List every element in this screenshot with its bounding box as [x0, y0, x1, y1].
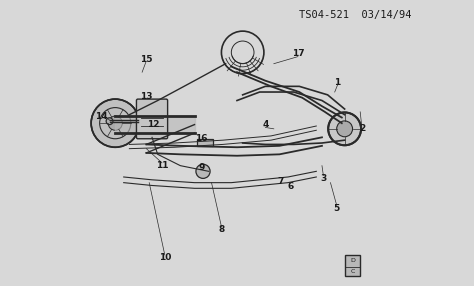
Text: 7: 7 — [278, 177, 284, 186]
Text: 4: 4 — [262, 120, 268, 129]
Text: 2: 2 — [359, 124, 365, 133]
Bar — [345, 255, 360, 276]
Text: 13: 13 — [139, 92, 152, 101]
Text: 11: 11 — [155, 161, 168, 170]
Text: D: D — [350, 258, 355, 263]
Text: C: C — [350, 269, 355, 274]
Text: 6: 6 — [288, 182, 294, 191]
Text: 1: 1 — [335, 78, 341, 87]
Circle shape — [108, 116, 122, 130]
Text: 12: 12 — [147, 120, 160, 129]
Text: 10: 10 — [159, 253, 171, 262]
Circle shape — [196, 164, 210, 178]
Bar — [197, 139, 213, 146]
Text: 17: 17 — [292, 49, 304, 58]
Text: 9: 9 — [199, 162, 205, 172]
Text: TS04-521  03/14/94: TS04-521 03/14/94 — [299, 10, 412, 20]
Text: 5: 5 — [334, 204, 340, 213]
Circle shape — [106, 118, 113, 125]
Circle shape — [91, 99, 139, 147]
FancyBboxPatch shape — [137, 99, 168, 139]
Text: 16: 16 — [195, 134, 208, 143]
Text: 14: 14 — [95, 112, 108, 121]
Circle shape — [337, 121, 353, 137]
Text: 3: 3 — [320, 174, 327, 183]
Circle shape — [328, 112, 361, 145]
Text: 15: 15 — [139, 55, 152, 64]
Text: 8: 8 — [219, 225, 225, 234]
